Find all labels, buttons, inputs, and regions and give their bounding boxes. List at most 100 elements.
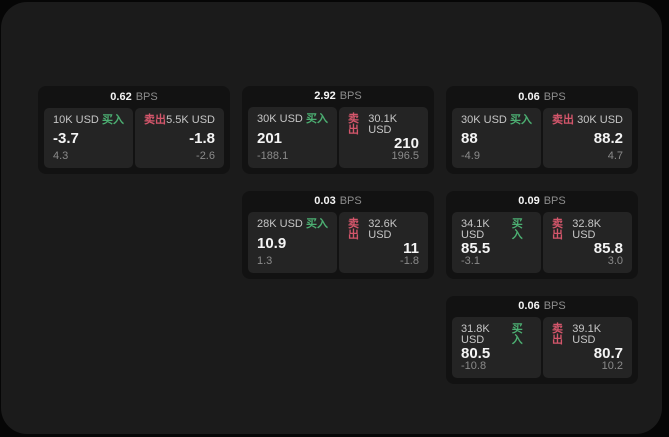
- card-header: 2.92 BPS: [242, 86, 434, 107]
- card-body: 30K USD 买入 88 -4.9 卖出 30K USD 88.2 4.7: [452, 108, 632, 168]
- quote-grid: 0.62 BPS 10K USD 买入 -3.7 4.3 卖出 5.5K USD…: [38, 86, 638, 384]
- bps-value: 0.09: [518, 195, 540, 207]
- sell-size: 5.5K USD: [166, 114, 215, 126]
- sell-pane[interactable]: 卖出 32.8K USD 85.8 3.0: [543, 212, 632, 273]
- sell-side-label: 卖出: [348, 218, 359, 241]
- sell-pane[interactable]: 卖出 5.5K USD -1.8 -2.6: [135, 108, 224, 168]
- sell-pane-header: 卖出 30.1K USD: [348, 114, 419, 136]
- buy-pane-header: 31.8K USD 买入: [461, 324, 532, 346]
- sell-pane[interactable]: 卖出 30K USD 88.2 4.7: [543, 108, 632, 168]
- sell-side-label: 卖出: [552, 323, 563, 346]
- buy-side-label: 买入: [510, 114, 532, 126]
- quote-card: 0.62 BPS 10K USD 买入 -3.7 4.3 卖出 5.5K USD…: [38, 86, 230, 174]
- sell-pane[interactable]: 卖出 32.6K USD 11 -1.8: [339, 212, 428, 273]
- quote-card: 0.03 BPS 28K USD 买入 10.9 1.3 卖出 32.6K US…: [242, 191, 434, 279]
- bps-unit-label: BPS: [339, 90, 362, 102]
- buy-price: 85.5: [461, 240, 491, 257]
- sell-size: 30.1K USD: [368, 113, 398, 136]
- buy-price: 80.5: [461, 345, 491, 362]
- buy-delta: -10.8: [461, 360, 487, 372]
- bps-unit-label: BPS: [543, 90, 566, 103]
- buy-pane[interactable]: 30K USD 买入 88 -4.9: [452, 108, 541, 168]
- card-body: 31.8K USD 买入 80.5 -10.8 卖出 39.1K USD 80.…: [452, 317, 632, 378]
- buy-pane[interactable]: 28K USD 买入 10.9 1.3: [248, 212, 337, 273]
- buy-delta: -4.9: [461, 150, 480, 162]
- buy-pane[interactable]: 31.8K USD 买入 80.5 -10.8: [452, 317, 541, 378]
- sell-delta: -1.8: [400, 255, 419, 267]
- sell-price: 85.8: [593, 240, 623, 257]
- buy-delta: -3.1: [461, 255, 480, 267]
- sell-size: 32.8K USD: [572, 218, 602, 241]
- sell-size: 30K USD: [577, 114, 623, 126]
- sell-pane-header: 卖出 39.1K USD: [552, 324, 623, 346]
- sell-delta: 196.5: [391, 150, 419, 162]
- sell-price: 210: [393, 135, 419, 152]
- buy-pane-header: 30K USD 买入: [461, 115, 532, 126]
- buy-delta: 4.3: [53, 150, 69, 162]
- buy-price: -3.7: [53, 130, 79, 147]
- buy-size: 10K USD: [53, 114, 99, 126]
- sell-delta: -2.6: [196, 150, 215, 162]
- buy-pane[interactable]: 34.1K USD 买入 85.5 -3.1: [452, 212, 541, 273]
- sell-pane-header: 卖出 32.6K USD: [348, 219, 419, 241]
- buy-side-label: 买入: [102, 114, 124, 126]
- sell-pane-header: 卖出 30K USD: [552, 115, 623, 126]
- bps-unit-label: BPS: [135, 90, 158, 103]
- sell-pane[interactable]: 卖出 39.1K USD 80.7 10.2: [543, 317, 632, 378]
- bps-value: 0.03: [314, 195, 336, 207]
- card-header: 0.03 BPS: [242, 191, 434, 212]
- card-body: 28K USD 买入 10.9 1.3 卖出 32.6K USD 11 -1.8: [248, 212, 428, 273]
- sell-pane[interactable]: 卖出 30.1K USD 210 196.5: [339, 107, 428, 168]
- buy-size: 30K USD: [257, 113, 303, 125]
- buy-pane-header: 28K USD 买入: [257, 219, 328, 230]
- buy-pane-header: 34.1K USD 买入: [461, 219, 532, 241]
- bps-unit-label: BPS: [543, 300, 566, 312]
- buy-delta: 1.3: [257, 255, 273, 267]
- bps-unit-label: BPS: [339, 195, 362, 207]
- card-body: 34.1K USD 买入 85.5 -3.1 卖出 32.8K USD 85.8…: [452, 212, 632, 273]
- sell-side-label: 卖出: [552, 114, 574, 126]
- sell-side-label: 卖出: [348, 113, 359, 136]
- buy-pane-header: 10K USD 买入: [53, 115, 124, 126]
- sell-price: 80.7: [593, 345, 623, 362]
- bps-unit-label: BPS: [543, 195, 566, 207]
- buy-side-label: 买入: [306, 113, 328, 125]
- bps-value: 0.06: [518, 90, 540, 103]
- buy-pane-header: 30K USD 买入: [257, 114, 328, 125]
- buy-size: 28K USD: [257, 218, 303, 230]
- sell-size: 32.6K USD: [368, 218, 398, 241]
- card-header: 0.09 BPS: [446, 191, 638, 212]
- bps-value: 0.62: [110, 90, 132, 103]
- sell-pane-header: 卖出 32.8K USD: [552, 219, 623, 241]
- buy-pane[interactable]: 10K USD 买入 -3.7 4.3: [44, 108, 133, 168]
- buy-delta: -188.1: [257, 150, 289, 162]
- buy-pane[interactable]: 30K USD 买入 201 -188.1: [248, 107, 337, 168]
- sell-price: 88.2: [593, 130, 623, 147]
- bps-value: 0.06: [518, 300, 540, 312]
- card-header: 0.06 BPS: [446, 296, 638, 317]
- sell-price: -1.8: [189, 130, 215, 147]
- card-header: 0.06 BPS: [446, 86, 638, 108]
- bps-value: 2.92: [314, 90, 336, 102]
- buy-side-label: 买入: [511, 218, 523, 241]
- sell-size: 39.1K USD: [572, 323, 602, 346]
- card-body: 30K USD 买入 201 -188.1 卖出 30.1K USD 210 1…: [248, 107, 428, 168]
- buy-price: 88: [461, 130, 478, 147]
- buy-size: 31.8K USD: [461, 323, 490, 346]
- quote-card: 0.09 BPS 34.1K USD 买入 85.5 -3.1 卖出 32.8K…: [446, 191, 638, 279]
- buy-size: 30K USD: [461, 114, 507, 126]
- sell-delta: 3.0: [607, 255, 623, 267]
- sell-delta: 4.7: [607, 150, 623, 162]
- sell-side-label: 卖出: [144, 114, 166, 126]
- card-body: 10K USD 买入 -3.7 4.3 卖出 5.5K USD -1.8 -2.…: [44, 108, 224, 168]
- quote-card: 0.06 BPS 31.8K USD 买入 80.5 -10.8 卖出 39.1…: [446, 296, 638, 384]
- buy-price: 10.9: [257, 234, 287, 252]
- buy-price: 201: [257, 129, 283, 147]
- sell-side-label: 卖出: [552, 218, 563, 241]
- sell-delta: 10.2: [601, 360, 623, 372]
- buy-size: 34.1K USD: [461, 218, 490, 241]
- buy-side-label: 买入: [306, 218, 328, 230]
- quote-card: 2.92 BPS 30K USD 买入 201 -188.1 卖出 30.1K …: [242, 86, 434, 174]
- sell-price: 11: [403, 240, 419, 257]
- card-header: 0.62 BPS: [38, 86, 230, 108]
